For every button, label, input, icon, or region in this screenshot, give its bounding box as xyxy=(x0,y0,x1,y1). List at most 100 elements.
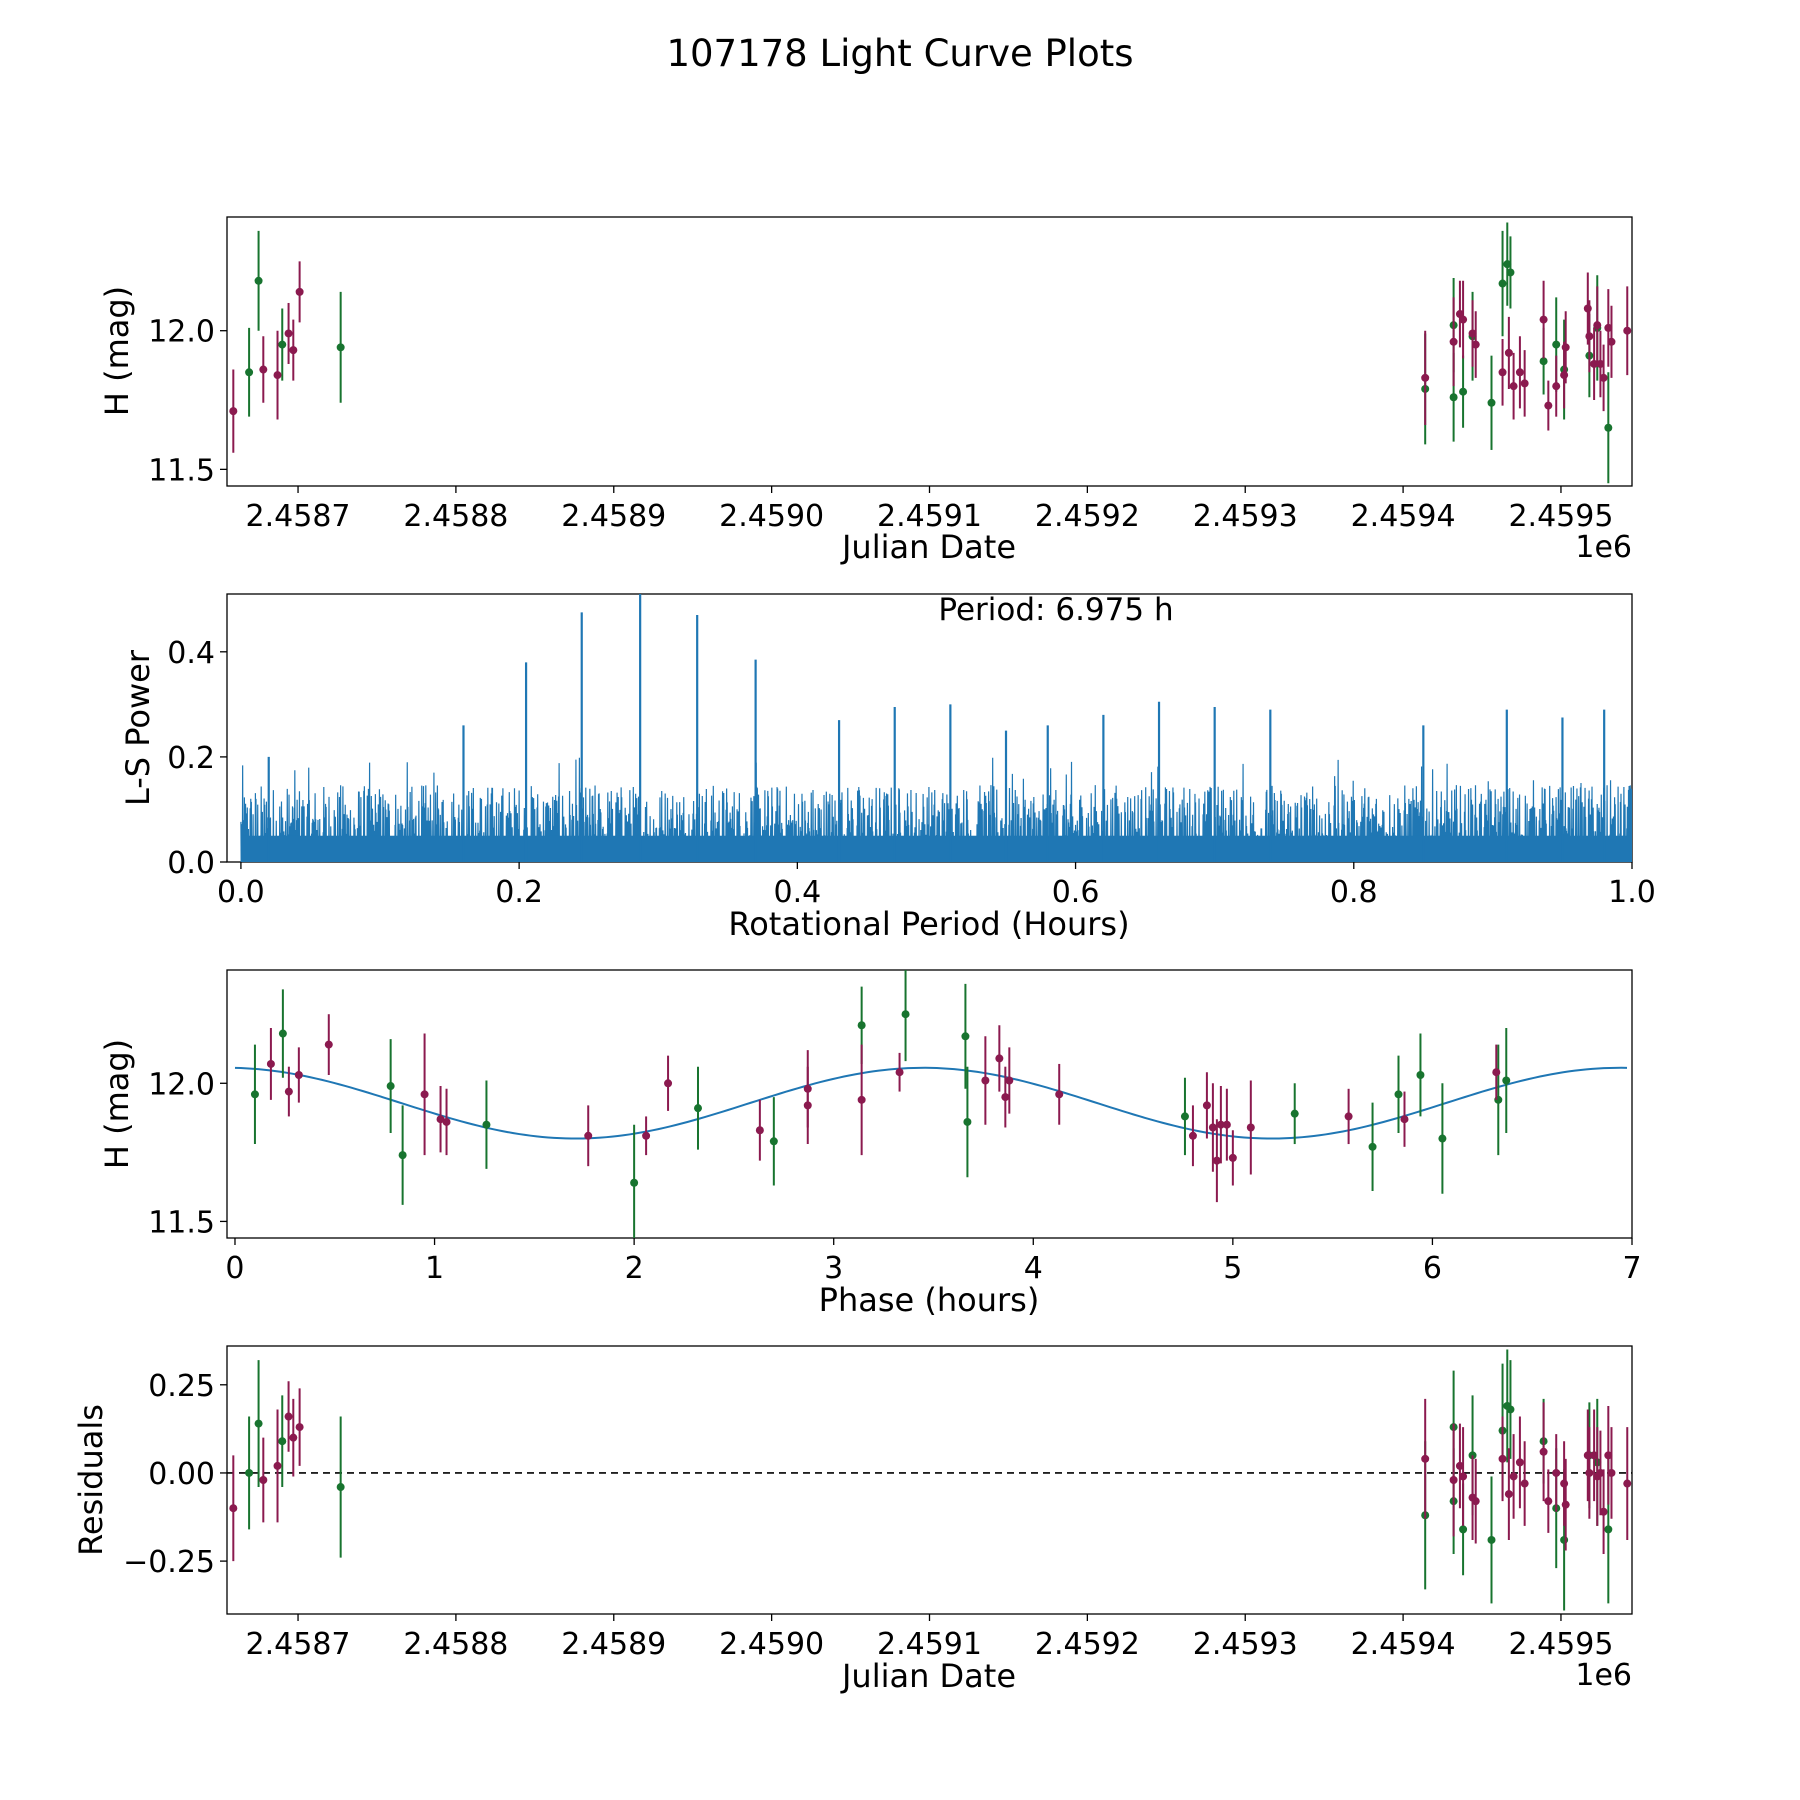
period-annotation: Period: 6.975 h xyxy=(938,592,1173,628)
data-point xyxy=(1394,1090,1403,1099)
data-point xyxy=(482,1120,491,1129)
y-axis-label: H (mag) xyxy=(98,1039,136,1169)
data-point xyxy=(1498,368,1507,377)
data-point xyxy=(1561,343,1570,352)
data-point xyxy=(1459,1472,1468,1481)
data-point xyxy=(1539,1447,1548,1456)
data-point xyxy=(1459,1525,1468,1534)
data-point xyxy=(1599,373,1608,382)
y-axis-label: Residuals xyxy=(72,1404,110,1556)
data-point xyxy=(1539,357,1548,366)
y-axis-label: L-S Power xyxy=(119,649,157,806)
data-point xyxy=(901,1010,910,1019)
data-point xyxy=(386,1082,395,1091)
data-point xyxy=(1212,1156,1221,1165)
x-tick-label: 4 xyxy=(1024,1251,1043,1286)
data-point xyxy=(254,1419,263,1428)
data-point xyxy=(1504,348,1513,357)
data-point xyxy=(1585,332,1594,341)
x-tick-label: 2.4595 xyxy=(1508,499,1613,534)
data-point xyxy=(1471,1497,1480,1506)
data-point xyxy=(1520,379,1529,388)
data-point xyxy=(1552,382,1561,391)
data-point xyxy=(1623,1479,1632,1488)
series-purple xyxy=(229,261,1632,453)
data-point xyxy=(1596,1468,1605,1477)
data-point xyxy=(1498,1454,1507,1463)
y-axis-label: H (mag) xyxy=(98,286,136,416)
x-offset-label: 1e6 xyxy=(1575,1658,1632,1693)
data-point xyxy=(1544,401,1553,410)
data-point xyxy=(1504,1490,1513,1499)
x-tick-label: 5 xyxy=(1223,1251,1242,1286)
data-point xyxy=(1607,337,1616,346)
y-axis-ticks: 0.25 0.00 −0.25 xyxy=(123,1369,227,1580)
data-point xyxy=(1604,423,1613,432)
data-point xyxy=(245,368,254,377)
data-point xyxy=(442,1117,451,1126)
data-point xyxy=(278,1029,287,1038)
panel-ls-periodogram: 0.0 0.2 0.4 0.6 0.8 1.0 0.0 0.2 0.4 Period: 6.9… xyxy=(119,592,1656,943)
x-tick-label: 0.4 xyxy=(773,875,821,910)
data-layer xyxy=(240,594,1632,862)
y-tick-label: 0.4 xyxy=(167,636,215,671)
data-point xyxy=(1509,382,1518,391)
data-point xyxy=(1180,1112,1189,1121)
data-point xyxy=(229,407,238,416)
data-point xyxy=(1520,1479,1529,1488)
model-fit-curve xyxy=(234,1066,1628,1140)
data-point xyxy=(1208,1123,1217,1132)
panel-phase-folded: 0 1 2 3 4 5 6 7 11.5 12.0 Phase (hours) H (mag) xyxy=(98,969,1642,1319)
y-axis-ticks: 11.5 12.0 xyxy=(148,315,227,488)
x-tick-label: 6 xyxy=(1423,1251,1442,1286)
data-point xyxy=(857,1021,866,1030)
data-point xyxy=(259,365,268,374)
x-tick-label: 2.4593 xyxy=(1193,499,1298,534)
series-green xyxy=(250,970,1511,1238)
x-tick-label: 2 xyxy=(625,1251,644,1286)
y-tick-label: 0.00 xyxy=(148,1457,215,1492)
data-point xyxy=(1449,1476,1458,1484)
y-tick-label: 11.5 xyxy=(148,1205,215,1240)
data-point xyxy=(981,1076,990,1085)
data-point xyxy=(1492,1068,1501,1077)
data-point xyxy=(1468,329,1477,338)
x-tick-label: 2.4589 xyxy=(561,499,666,534)
y-tick-label: −0.25 xyxy=(123,1545,215,1580)
data-point xyxy=(436,1115,445,1124)
data-point xyxy=(630,1178,639,1187)
data-point xyxy=(1449,393,1458,402)
x-axis-ticks: 0 1 2 3 4 5 6 7 xyxy=(225,1238,1642,1286)
x-axis-ticks: 0.0 0.2 0.4 0.6 0.8 1.0 xyxy=(217,862,1656,910)
x-tick-label: 2.4589 xyxy=(561,1627,666,1662)
x-tick-label: 1.0 xyxy=(1608,875,1656,910)
data-point xyxy=(1604,1451,1613,1460)
data-point xyxy=(1515,1458,1524,1467)
data-point xyxy=(1449,337,1458,346)
x-tick-label: 2.4593 xyxy=(1193,1627,1298,1662)
data-point xyxy=(1506,268,1515,277)
x-tick-label: 2.4591 xyxy=(877,499,982,534)
x-tick-label: 3 xyxy=(824,1251,843,1286)
data-layer xyxy=(227,1349,1632,1611)
data-point xyxy=(1400,1115,1409,1124)
x-tick-label: 0.0 xyxy=(217,875,265,910)
x-tick-label: 2.4594 xyxy=(1351,499,1456,534)
data-point xyxy=(289,1433,298,1442)
data-point xyxy=(295,287,304,296)
data-point xyxy=(1561,1500,1570,1509)
data-point xyxy=(1438,1134,1447,1143)
data-point xyxy=(1001,1093,1010,1102)
data-point xyxy=(1607,1468,1616,1477)
data-point xyxy=(1623,326,1632,335)
panel-residuals: 2.4587 2.4588 2.4589 2.4590 2.4591 2.4592 2.45… xyxy=(72,1345,1633,1695)
data-point xyxy=(1506,1405,1515,1414)
data-point xyxy=(584,1131,593,1140)
data-point xyxy=(664,1079,673,1088)
x-tick-label: 2.4590 xyxy=(719,499,824,534)
series-purple xyxy=(229,1381,1632,1562)
data-point xyxy=(1459,387,1468,396)
data-point xyxy=(1560,371,1569,380)
data-point xyxy=(1344,1112,1353,1121)
data-point xyxy=(254,276,263,285)
